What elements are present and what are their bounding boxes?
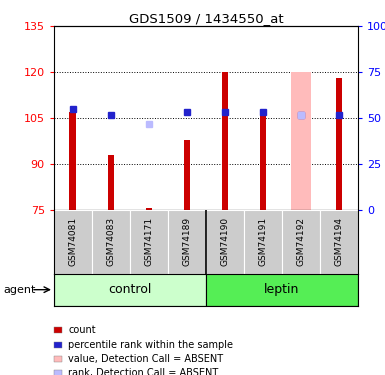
Bar [259, 112, 266, 210]
Text: GSM74081: GSM74081 [69, 217, 77, 266]
Text: GSM74190: GSM74190 [221, 217, 229, 266]
Text: GSM74083: GSM74083 [106, 217, 115, 266]
Text: GSM74194: GSM74194 [335, 217, 343, 266]
Bar [54, 274, 206, 306]
Bar [54, 210, 92, 274]
Text: agent: agent [4, 285, 36, 295]
Bar [168, 210, 206, 274]
Text: GSM74192: GSM74192 [296, 217, 306, 266]
Bar [244, 210, 282, 274]
Title: GDS1509 / 1434550_at: GDS1509 / 1434550_at [129, 12, 283, 25]
Bar [336, 78, 343, 210]
Bar [291, 72, 311, 210]
Bar [130, 210, 168, 274]
Text: percentile rank within the sample: percentile rank within the sample [68, 340, 233, 350]
Bar [206, 210, 244, 274]
Text: GSM74171: GSM74171 [144, 217, 154, 266]
Bar [92, 210, 130, 274]
Bar [69, 112, 76, 210]
Text: rank, Detection Call = ABSENT: rank, Detection Call = ABSENT [68, 368, 218, 375]
Text: leptin: leptin [264, 283, 300, 296]
Text: count: count [68, 326, 96, 335]
Text: GSM74191: GSM74191 [258, 217, 268, 266]
Text: GSM74189: GSM74189 [182, 217, 191, 266]
Bar [282, 210, 320, 274]
Bar [107, 155, 114, 210]
Bar [221, 72, 228, 210]
Text: control: control [108, 283, 152, 296]
Bar [206, 274, 358, 306]
Bar [184, 140, 191, 210]
Text: value, Detection Call = ABSENT: value, Detection Call = ABSENT [68, 354, 223, 364]
Bar [320, 210, 358, 274]
Bar [146, 209, 152, 210]
